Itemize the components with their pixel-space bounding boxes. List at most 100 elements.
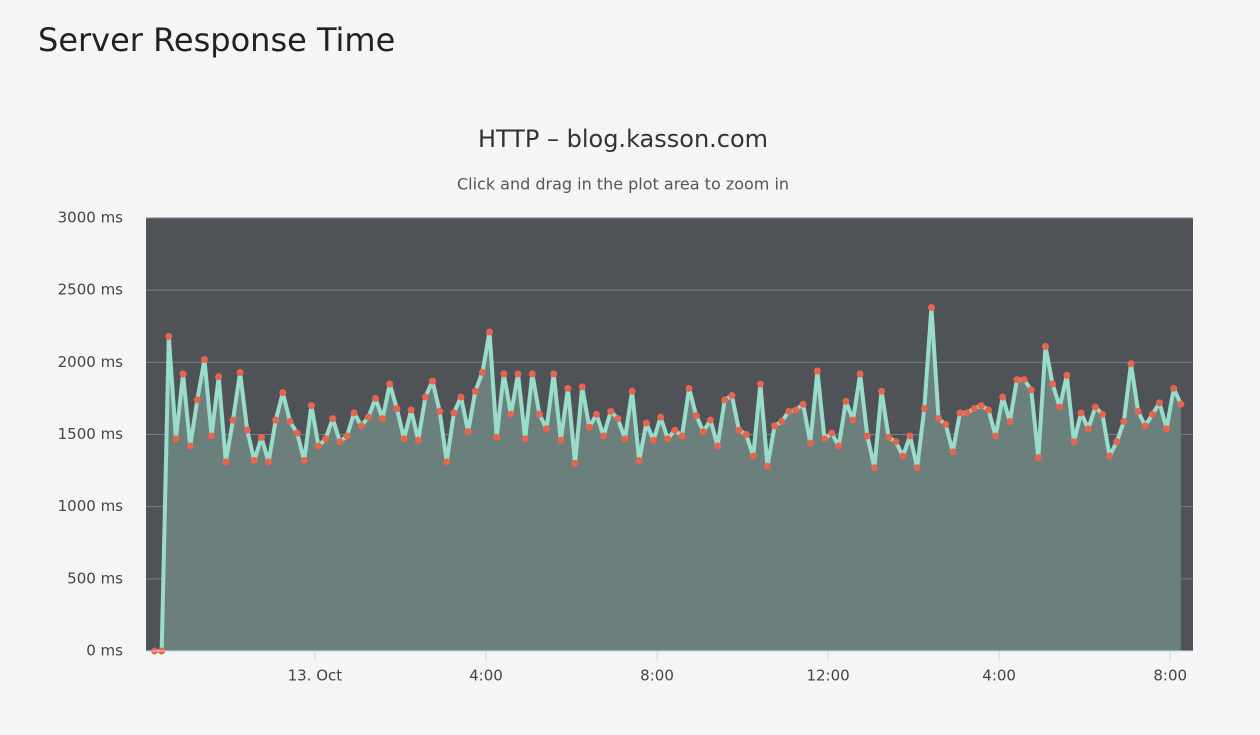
y-tick-label: 3000 ms bbox=[58, 209, 124, 227]
marker bbox=[1006, 418, 1014, 426]
marker bbox=[913, 464, 921, 472]
marker bbox=[764, 462, 772, 470]
marker bbox=[272, 416, 280, 424]
x-tick-label: 12:00 bbox=[806, 667, 849, 685]
x-tick-label: 4:00 bbox=[469, 667, 503, 685]
marker bbox=[1134, 407, 1142, 415]
marker bbox=[250, 456, 258, 464]
marker bbox=[1127, 360, 1135, 368]
marker bbox=[493, 433, 501, 441]
marker bbox=[364, 413, 372, 421]
marker bbox=[1084, 425, 1092, 433]
marker bbox=[1034, 454, 1042, 462]
marker bbox=[229, 416, 237, 424]
marker bbox=[179, 370, 187, 378]
marker bbox=[350, 409, 358, 417]
marker bbox=[500, 370, 508, 378]
marker bbox=[414, 436, 422, 444]
marker bbox=[215, 373, 223, 381]
marker bbox=[314, 442, 322, 450]
marker bbox=[614, 415, 622, 423]
marker bbox=[778, 418, 786, 426]
marker bbox=[671, 426, 679, 434]
marker bbox=[735, 426, 743, 434]
marker bbox=[329, 415, 337, 423]
marker bbox=[322, 435, 330, 443]
marker bbox=[721, 396, 729, 404]
marker bbox=[165, 332, 173, 340]
marker bbox=[585, 423, 593, 431]
x-tick-label: 13. Oct bbox=[288, 667, 343, 685]
marker bbox=[885, 433, 893, 441]
marker bbox=[507, 410, 515, 418]
marker bbox=[279, 389, 287, 397]
y-tick-label: 2000 ms bbox=[58, 353, 124, 371]
marker bbox=[550, 370, 558, 378]
marker bbox=[1013, 376, 1021, 384]
x-tick-label: 8:00 bbox=[640, 667, 674, 685]
marker bbox=[699, 428, 707, 436]
marker bbox=[935, 415, 943, 423]
marker bbox=[436, 407, 444, 415]
marker bbox=[172, 435, 180, 443]
marker bbox=[1120, 418, 1128, 426]
marker bbox=[571, 459, 579, 467]
marker bbox=[543, 425, 551, 433]
marker bbox=[464, 428, 472, 436]
marker bbox=[1063, 371, 1071, 379]
marker bbox=[265, 458, 273, 466]
marker bbox=[564, 384, 572, 392]
marker bbox=[870, 464, 878, 472]
marker bbox=[771, 422, 779, 430]
marker bbox=[956, 409, 964, 417]
marker bbox=[379, 415, 387, 423]
marker bbox=[1113, 438, 1121, 446]
marker bbox=[443, 458, 451, 466]
x-tick-label: 8:00 bbox=[1153, 667, 1187, 685]
marker bbox=[514, 370, 522, 378]
marker bbox=[920, 405, 928, 413]
marker bbox=[714, 442, 722, 450]
page-title: Server Response Time bbox=[38, 21, 395, 59]
marker bbox=[942, 420, 950, 428]
marker bbox=[635, 456, 643, 464]
marker bbox=[193, 396, 201, 404]
marker bbox=[1077, 409, 1085, 417]
marker bbox=[1098, 410, 1106, 418]
marker bbox=[357, 422, 365, 430]
marker bbox=[1049, 380, 1057, 388]
marker bbox=[208, 432, 216, 440]
marker bbox=[899, 452, 907, 460]
marker bbox=[856, 370, 864, 378]
marker bbox=[1070, 438, 1078, 446]
marker bbox=[478, 368, 486, 376]
marker bbox=[1156, 399, 1164, 407]
marker bbox=[257, 433, 265, 441]
marker bbox=[842, 397, 850, 405]
marker bbox=[393, 405, 401, 413]
marker bbox=[1141, 422, 1149, 430]
marker bbox=[300, 456, 308, 464]
marker bbox=[742, 431, 750, 438]
marker bbox=[578, 383, 586, 391]
y-tick-label: 2500 ms bbox=[58, 281, 124, 299]
marker bbox=[186, 442, 194, 450]
marker bbox=[706, 416, 714, 424]
chart-title: HTTP – blog.kasson.com bbox=[478, 125, 768, 153]
marker bbox=[286, 418, 294, 426]
marker bbox=[984, 406, 992, 414]
marker bbox=[457, 393, 465, 401]
x-tick-label: 4:00 bbox=[982, 667, 1016, 685]
marker bbox=[728, 392, 736, 400]
marker bbox=[236, 368, 244, 376]
marker bbox=[600, 432, 608, 440]
marker bbox=[849, 416, 857, 424]
marker bbox=[535, 410, 543, 418]
marker bbox=[664, 435, 672, 443]
marker bbox=[628, 387, 636, 395]
marker bbox=[607, 407, 615, 415]
marker bbox=[642, 419, 650, 427]
marker bbox=[429, 377, 437, 385]
marker bbox=[792, 406, 800, 414]
